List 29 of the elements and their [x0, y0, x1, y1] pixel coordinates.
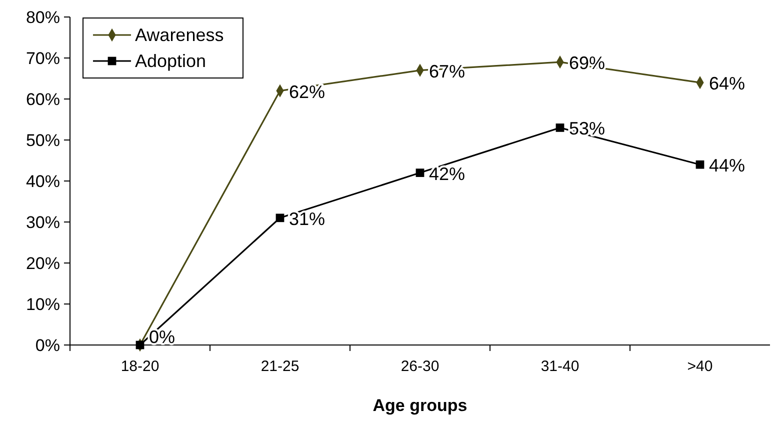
x-tick-label: 18-20 — [120, 358, 160, 375]
x-tick-label: 26-30 — [400, 358, 440, 375]
x-axis-title: Age groups — [372, 396, 468, 415]
point — [556, 124, 564, 132]
legend-label: Adoption — [135, 51, 206, 71]
point — [696, 160, 704, 169]
x-tick-label: 21-25 — [260, 358, 300, 375]
y-tick-label: 40% — [26, 172, 60, 191]
data-label: 44% — [709, 156, 746, 176]
legend-label: Awareness — [135, 25, 224, 45]
point — [136, 340, 144, 350]
point — [276, 214, 284, 222]
y-tick-label: 80% — [26, 8, 60, 27]
data-label: 64% — [709, 74, 746, 94]
y-tick-label: 30% — [26, 212, 60, 232]
y-tick-label: 20% — [26, 254, 60, 273]
x-tick-label: 31-40 — [540, 358, 580, 375]
data-label: 62% — [289, 82, 326, 102]
y-tick-label: 60% — [26, 90, 60, 109]
y-tick-label: 10% — [26, 294, 60, 314]
x-tick-label: >40 — [687, 358, 713, 375]
data-label: 53% — [569, 118, 606, 139]
data-label: 0% — [149, 327, 176, 347]
data-label: 31% — [289, 208, 326, 229]
data-label: 42% — [429, 164, 466, 184]
y-tick-label: 0% — [35, 336, 60, 355]
y-tick-label: 70% — [26, 48, 60, 68]
y-tick-label: 50% — [26, 130, 60, 150]
point — [416, 168, 424, 177]
